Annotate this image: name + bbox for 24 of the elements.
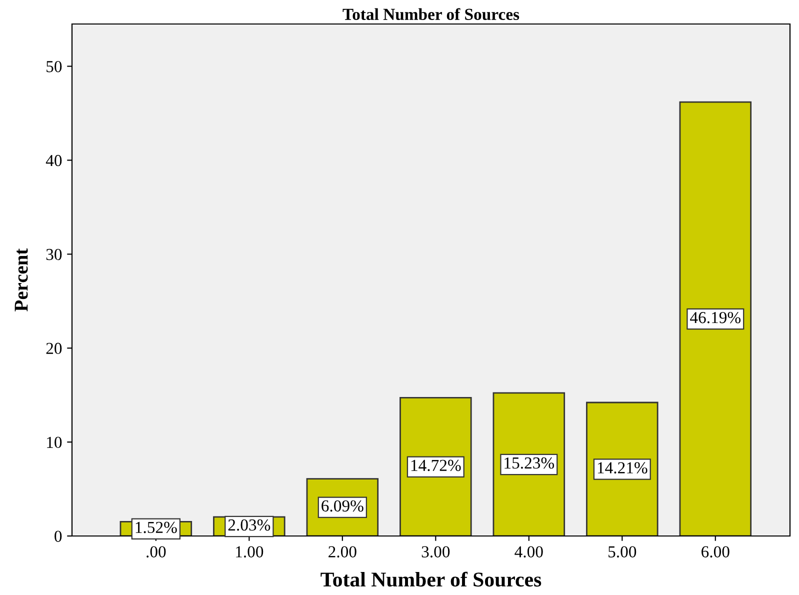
y-tick-label: 30 [46, 248, 62, 260]
x-tick-label: .00 [146, 546, 166, 558]
data-label: 46.19% [690, 312, 741, 324]
data-label: 14.21% [598, 462, 648, 474]
y-tick-label: 40 [46, 154, 62, 166]
x-tick-label: 5.00 [608, 546, 636, 558]
data-label: 6.09% [322, 500, 364, 512]
data-label: 15.23% [504, 457, 554, 469]
bar [679, 101, 752, 536]
data-label: 1.52% [136, 522, 177, 534]
chart-title: Total Number of Sources [342, 8, 520, 20]
x-tick-label: 4.00 [514, 546, 543, 558]
x-tick-label: 1.00 [236, 546, 264, 558]
data-label: 14.72% [411, 460, 461, 472]
y-tick-label: 50 [46, 60, 62, 72]
x-tick-label: 3.00 [422, 546, 450, 558]
x-tick-label: 6.00 [702, 546, 730, 558]
x-tick-label: 2.00 [328, 546, 356, 558]
y-tick-label: 20 [46, 342, 62, 354]
y-tick-label: 10 [47, 436, 62, 448]
y-axis-title: Percent [14, 248, 28, 312]
y-tick-label: 0 [54, 530, 62, 542]
x-axis-title: Total Number of Sources [320, 572, 542, 587]
data-label: 2.03% [228, 519, 270, 531]
